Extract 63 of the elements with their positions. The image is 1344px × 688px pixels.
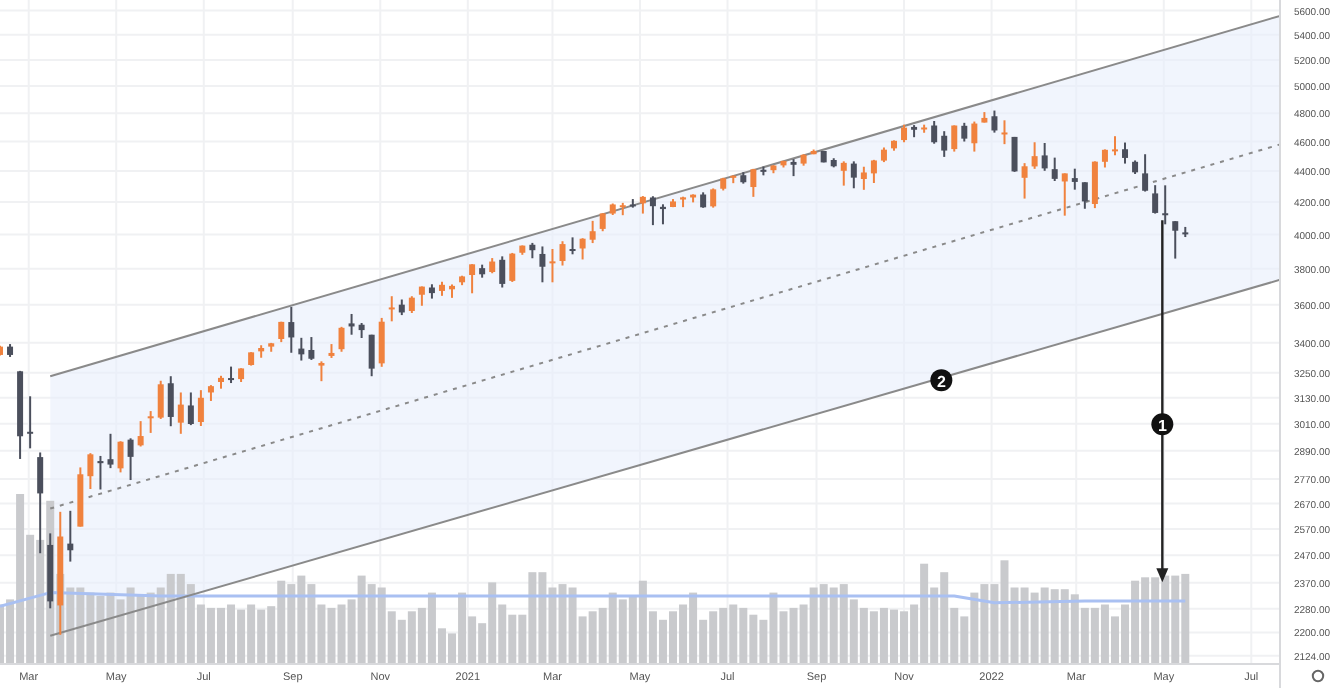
- candlestick: [961, 121, 968, 143]
- candlestick: [1061, 172, 1068, 217]
- annotation: 1: [1157, 416, 1168, 435]
- candlestick: [288, 305, 295, 354]
- candlestick: [87, 452, 94, 490]
- candlestick: [338, 325, 345, 353]
- candlestick: [147, 410, 154, 434]
- candlestick: [1041, 141, 1048, 172]
- candlestick: [117, 440, 124, 474]
- candlestick: [197, 389, 204, 427]
- candlestick: [1152, 184, 1159, 215]
- candlestick: [1101, 148, 1108, 169]
- candlestick: [941, 130, 948, 158]
- candlestick: [67, 509, 74, 563]
- candlestick: [378, 316, 385, 368]
- candlestick: [137, 420, 144, 448]
- candlestick: [1172, 220, 1179, 260]
- candlestick: [177, 391, 184, 435]
- candlestick: [509, 251, 516, 283]
- candlestick: [348, 312, 355, 336]
- candlestick: [971, 120, 978, 153]
- candlestick: [368, 333, 375, 378]
- candlestick: [499, 255, 506, 289]
- candlestick: [318, 360, 325, 383]
- candlestick: [308, 336, 315, 361]
- candlestick: [1081, 181, 1088, 210]
- candlestick: [97, 454, 104, 491]
- candlestick: [860, 165, 867, 191]
- candlestick: [388, 295, 395, 323]
- candlestick: [850, 160, 857, 190]
- candlestick: [418, 285, 425, 307]
- candlestick: [991, 109, 998, 134]
- candlestick: [1071, 167, 1078, 191]
- candlestick: [579, 237, 586, 261]
- candlestick: [1051, 156, 1058, 183]
- candlestick: [1021, 162, 1028, 200]
- candlestick: [840, 160, 847, 187]
- annotation: 2: [936, 372, 947, 391]
- candlestick: [750, 167, 757, 198]
- candlestick: [559, 240, 566, 267]
- candlestick: [659, 203, 666, 226]
- candlestick: [931, 120, 938, 145]
- candlestick: [157, 379, 164, 420]
- candlestick: [549, 248, 556, 284]
- candlestick: [1091, 160, 1098, 210]
- candlestick: [1031, 141, 1038, 170]
- candlestick: [1111, 135, 1118, 157]
- candlestick: [649, 195, 656, 227]
- candlestick: [1011, 135, 1018, 173]
- candlestick: [1162, 184, 1169, 226]
- candlestick: [27, 395, 34, 450]
- candlestick: [107, 432, 114, 470]
- candlestick: [710, 187, 717, 209]
- candlestick: [127, 437, 134, 482]
- candlestick: [469, 263, 476, 295]
- candlestick: [1001, 119, 1008, 146]
- candlestick: [539, 245, 546, 284]
- candlestick: [1122, 141, 1129, 165]
- candlestick: [167, 375, 174, 428]
- candlestick: [951, 124, 958, 153]
- candlestick: [187, 391, 194, 427]
- candlestick: [589, 219, 596, 245]
- candlestick: [1142, 153, 1149, 193]
